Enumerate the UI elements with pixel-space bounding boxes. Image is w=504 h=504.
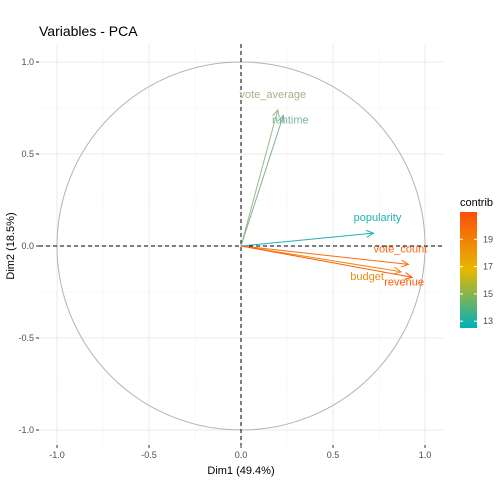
arrow-revenue [240, 245, 413, 278]
x-tick-label: -1.0 [49, 450, 65, 460]
label-revenue: revenue [384, 276, 424, 288]
x-axis-title: Dim1 (49.4%) [207, 465, 274, 477]
legend-tick-label: 13 [483, 316, 493, 326]
legend-ticks: 13 15 17 19 [460, 234, 493, 326]
arrowhead-popularity [365, 229, 375, 238]
label-vote_average: vote_average [239, 89, 306, 101]
chart-title: Variables - PCA [39, 23, 138, 39]
x-axis-ticks: -1.0 -0.5 0.0 0.5 1.0 [49, 445, 431, 460]
x-tick-label: -0.5 [141, 450, 157, 460]
y-tick-label: -1.0 [18, 425, 34, 435]
y-axis-ticks: -1.0 -0.5 0.0 0.5 1.0 [18, 57, 39, 435]
arrow-budget [240, 245, 402, 273]
arrow-popularity [240, 232, 374, 247]
legend-title: contrib [460, 197, 493, 209]
y-tick-label: 0.0 [21, 241, 34, 251]
legend-color-bar [460, 212, 477, 328]
y-tick-label: 0.5 [21, 149, 34, 159]
arrowhead-runtime [277, 114, 285, 124]
label-runtime: runtime [272, 114, 309, 126]
y-tick-label: 1.0 [21, 57, 34, 67]
x-tick-label: 0.0 [235, 450, 248, 460]
variable-arrows [240, 108, 414, 280]
y-tick-label: -0.5 [18, 333, 34, 343]
arrowhead-revenue [404, 272, 414, 280]
arrow-runtime [240, 115, 284, 247]
arrow-vote_average [240, 109, 279, 247]
x-tick-label: 1.0 [419, 450, 432, 460]
legend-tick-label: 17 [483, 262, 493, 272]
y-axis-title: Dim2 (18.5%) [5, 212, 17, 279]
label-budget: budget [350, 271, 384, 283]
legend-tick-label: 19 [483, 234, 493, 244]
label-popularity: popularity [354, 212, 402, 224]
arrowhead-budget [393, 266, 403, 275]
arrowhead-vote_count [400, 259, 410, 268]
x-tick-label: 0.5 [327, 450, 340, 460]
legend-tick-label: 15 [483, 289, 493, 299]
contrib-legend: contrib 13 15 17 19 [460, 197, 493, 328]
arrowhead-vote_average [272, 108, 280, 118]
label-vote_count: vote_count [374, 243, 428, 255]
arrow-vote_count [240, 245, 409, 265]
